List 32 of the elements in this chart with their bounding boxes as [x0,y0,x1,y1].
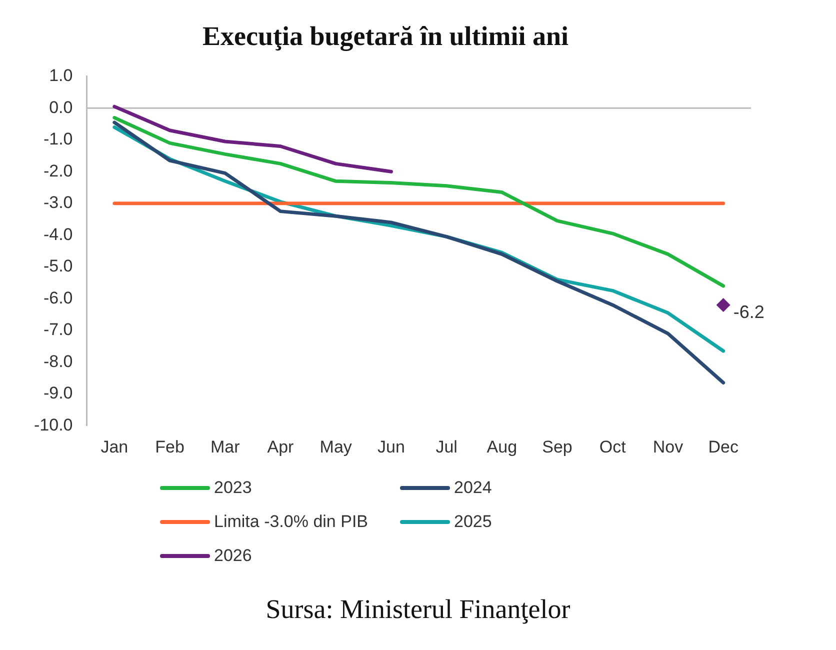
x-tick-label: Sep [542,437,572,456]
legend-label: 2023 [214,478,252,498]
y-tick-label: -3.0 [43,193,73,212]
y-tick-label: 0.0 [49,98,73,117]
text: Sursa: Ministerul Finanţelor [264,594,572,625]
y-tick-label: -5.0 [43,256,73,276]
legend-label: 2024 [454,478,492,498]
legend-label: 2025 [454,512,492,532]
legend-label: Limita -3.0% din PIB [214,512,368,532]
y-tick-label: -2.0 [43,161,73,180]
x-tick-label: Oct [599,437,626,456]
x-tick-label: Nov [652,437,684,456]
y-tick-label: -9.0 [43,384,73,403]
x-tick-label: May [320,437,352,456]
data-label: -6.2 [733,302,764,322]
y-tick-label: -1.0 [43,130,73,149]
legend-label: 2026 [214,546,252,566]
y-tick-label: -10.0 [34,415,73,434]
y-tick-label: -8.0 [43,352,73,371]
y-tick-label: 1.0 [49,66,73,86]
x-tick-label: Feb [155,437,184,456]
x-tick-label: Dec [708,437,739,456]
y-tick-label: -6.0 [43,288,73,308]
y-tick-label: -7.0 [43,320,73,340]
x-tick-label: Mar [210,437,240,456]
x-tick-label: Aug [486,437,518,456]
x-tick-label: Apr [267,437,294,456]
x-tick-label: Jul [436,437,458,456]
x-tick-label: Jan [100,437,128,456]
chart-title: Execuţia bugetară în ultimii ani [202,21,569,52]
y-tick-label: -4.0 [43,224,73,244]
x-tick-label: Jun [377,437,405,456]
